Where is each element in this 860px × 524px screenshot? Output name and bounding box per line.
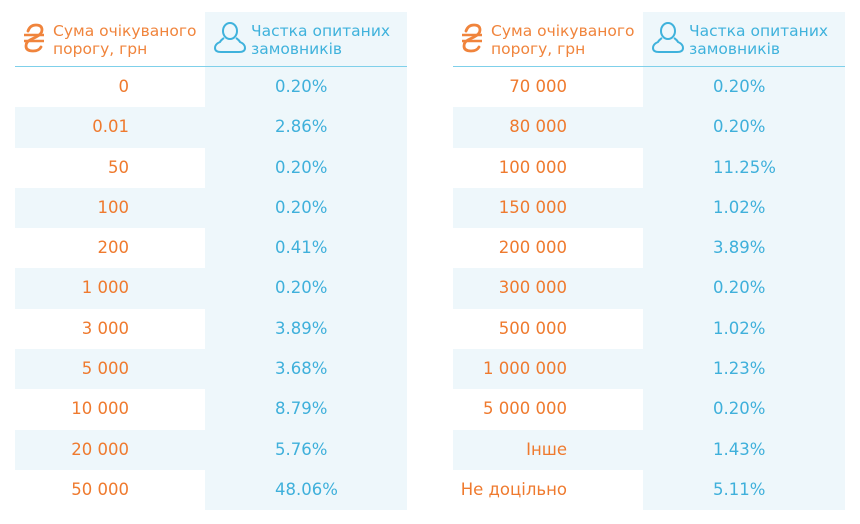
share-cell: 5.76% <box>205 429 407 470</box>
person-icon <box>213 22 247 53</box>
amount-cell: 80 000 <box>453 107 643 148</box>
share-cell: 1.43% <box>643 429 845 470</box>
amount-cell: 0.01 <box>15 107 205 148</box>
table-row: 80 000 0.20% <box>453 107 845 148</box>
share-cell: 0.20% <box>205 268 407 309</box>
share-cell: 1.23% <box>643 349 845 390</box>
share-column-header: Частка опитаних замовників <box>205 12 407 66</box>
amount-cell: 1 000 000 <box>453 349 643 390</box>
share-column-header: Частка опитаних замовників <box>643 12 845 66</box>
table-row: 3 000 3.89% <box>15 308 407 350</box>
hryvnia-icon <box>24 23 44 53</box>
share-cell: 1.02% <box>643 308 845 350</box>
share-cell: 48.06% <box>205 469 407 511</box>
share-header-label: Частка опитаних замовників <box>689 22 829 58</box>
table-row: 100 0.20% <box>15 187 407 229</box>
amount-cell: 300 000 <box>453 268 643 309</box>
table-body: 70 000 0.20% 80 000 0.20% 100 000 11.25% 150 0… <box>453 67 845 511</box>
share-header-label: Частка опитаних замовників <box>251 22 391 58</box>
table-row: 50 000 48.06% <box>15 469 407 511</box>
table-row: 1 000 0.20% <box>15 268 407 309</box>
table-row: 300 000 0.20% <box>453 268 845 309</box>
amount-header-label: Сума очікуваного порогу, грн <box>53 22 197 58</box>
table-row: 5 000 000 0.20% <box>453 389 845 430</box>
share-cell: 0.41% <box>205 228 407 269</box>
amount-cell: 70 000 <box>509 77 567 96</box>
table-row: 200 0.41% <box>15 228 407 269</box>
threshold-table-left: Сума очікуваного порогу, грн Частка опит… <box>15 12 407 511</box>
amount-cell: 3 000 <box>81 318 129 338</box>
table-row: 10 000 8.79% <box>15 389 407 430</box>
amount-cell: Інше <box>453 429 643 470</box>
table-row: 1 000 000 1.23% <box>453 349 845 390</box>
amount-column-header: Сума очікуваного порогу, грн <box>453 12 643 66</box>
table-row: 150 000 1.02% <box>453 187 845 229</box>
amount-cell: 100 000 <box>498 157 567 177</box>
share-cell: 1.02% <box>643 187 845 229</box>
amount-column-header: Сума очікуваного порогу, грн <box>15 12 205 66</box>
table-row: 5 000 3.68% <box>15 349 407 390</box>
table-row: 50 0.20% <box>15 147 407 188</box>
table-row: 100 000 11.25% <box>453 147 845 188</box>
share-cell: 3.89% <box>643 228 845 269</box>
amount-cell: Не доцільно <box>460 479 567 499</box>
amount-cell: 500 000 <box>498 318 567 338</box>
amount-cell: 1 000 <box>15 268 205 309</box>
amount-cell: 5 000 000 <box>483 399 567 419</box>
amount-cell: 200 000 <box>498 238 567 258</box>
amount-cell: 50 <box>108 157 129 177</box>
table-row: 0.01 2.86% <box>15 107 407 148</box>
amount-cell: 5 000 <box>15 349 205 390</box>
table-header: Сума очікуваного порогу, грн Частка опит… <box>15 12 407 67</box>
share-cell: 5.11% <box>643 469 845 511</box>
table-row: Не доцільно 5.11% <box>453 469 845 511</box>
table-row: 0 0.20% <box>15 67 407 108</box>
table-row: Інше 1.43% <box>453 429 845 470</box>
amount-cell: 100 <box>15 187 205 229</box>
share-cell: 3.68% <box>205 349 407 390</box>
threshold-table-right: Сума очікуваного порогу, грн Частка опит… <box>453 12 845 511</box>
table-header: Сума очікуваного порогу, грн Частка опит… <box>453 12 845 67</box>
amount-cell: 200 <box>97 238 130 258</box>
table-row: 20 000 5.76% <box>15 429 407 470</box>
table-row: 200 000 3.89% <box>453 228 845 269</box>
person-icon <box>651 22 685 53</box>
share-cell: 2.86% <box>205 107 407 148</box>
share-cell: 0.20% <box>205 147 407 188</box>
table-row: 70 000 0.20% <box>453 67 845 108</box>
share-cell: 0.20% <box>643 107 845 148</box>
share-cell: 0.20% <box>643 389 845 430</box>
hryvnia-icon <box>462 23 482 53</box>
share-cell: 3.89% <box>205 308 407 350</box>
table-row: 500 000 1.02% <box>453 308 845 350</box>
table-body: 0 0.20% 0.01 2.86% 50 0.20% 100 0.20% 200 0.41% 1 … <box>15 67 407 511</box>
amount-header-label: Сума очікуваного порогу, грн <box>491 22 635 58</box>
amount-cell: 150 000 <box>453 187 643 229</box>
share-cell: 11.25% <box>643 147 845 188</box>
amount-cell: 0 <box>118 77 130 96</box>
amount-cell: 20 000 <box>15 429 205 470</box>
amount-cell: 10 000 <box>71 399 129 419</box>
amount-cell: 50 000 <box>71 479 129 499</box>
share-cell: 0.20% <box>205 187 407 229</box>
share-cell: 0.20% <box>205 67 407 108</box>
share-cell: 0.20% <box>643 67 845 108</box>
share-cell: 8.79% <box>205 389 407 430</box>
share-cell: 0.20% <box>643 268 845 309</box>
